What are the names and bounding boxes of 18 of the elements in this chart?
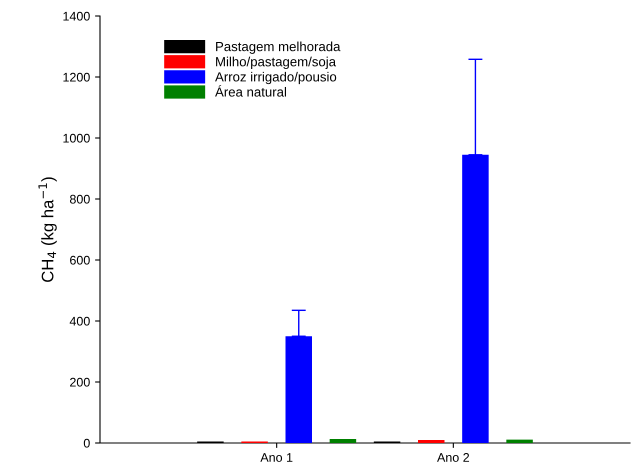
- legend-label: Milho/pastagem/soja: [216, 56, 336, 69]
- x-tick-label: Ano 1: [260, 453, 292, 462]
- y-axis-title: CH$_{4}$ (kg ha$^{−1}$): [38, 177, 57, 282]
- legend-label: Área natural: [215, 85, 286, 97]
- bar: [418, 440, 444, 443]
- y-tick-label: 1200: [63, 72, 90, 82]
- bar: [506, 440, 533, 443]
- bar: [330, 439, 356, 443]
- y-tick-label: 0: [84, 438, 90, 448]
- legend-label: Arroz irrigado/pousio: [215, 72, 336, 84]
- y-tick-label: 200: [70, 378, 90, 387]
- y-tick-label: 1400: [63, 12, 90, 21]
- y-tick-label: 800: [70, 194, 90, 204]
- x-tick-label: Ano 2: [437, 453, 470, 462]
- y-tick-label: 600: [70, 256, 90, 265]
- y-tick-label: 400: [70, 316, 90, 326]
- y-tick-label: 1000: [63, 134, 90, 143]
- legend-label: Pastagem melhorada: [216, 42, 340, 54]
